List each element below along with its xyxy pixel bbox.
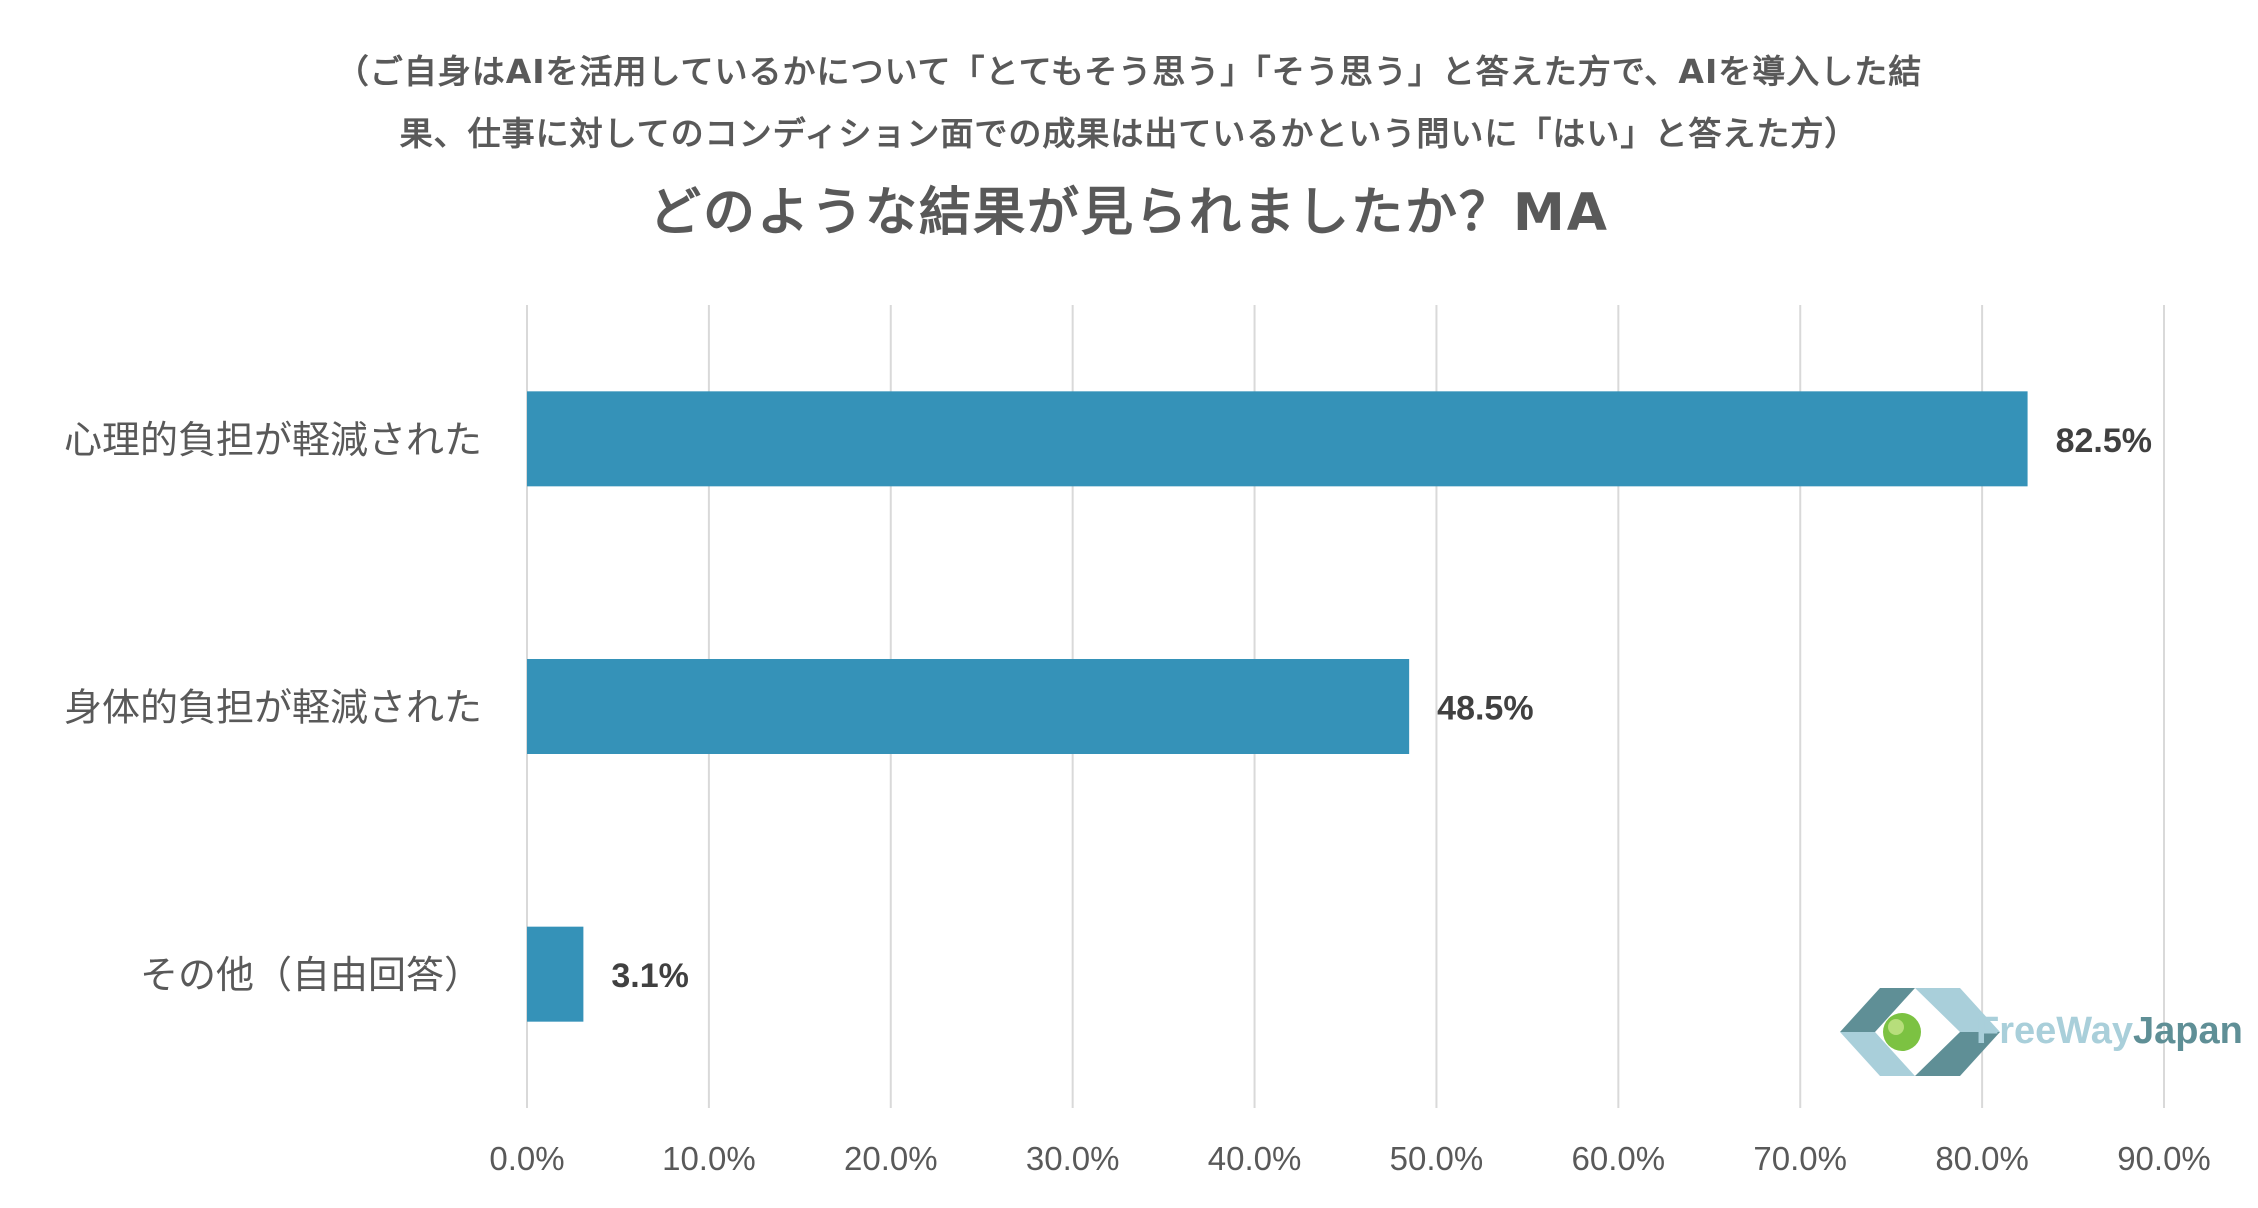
x-tick-label: 90.0% [2117,1140,2211,1177]
data-label: 3.1% [611,957,689,995]
chart-subtitle-line1: （ご自身はAIを活用しているかについて「とてもそう思う」「そう思う」と答えた方で… [335,52,1923,91]
bar [527,391,2028,487]
chart-subtitle-line2: 果、仕事に対してのコンディション面での成果は出ているかという問いに「はい」と答え… [399,114,1859,153]
x-tick-label: 20.0% [844,1140,938,1177]
x-tick-label: 30.0% [1026,1140,1120,1177]
x-tick-label: 80.0% [1935,1140,2029,1177]
bar [527,659,1410,754]
data-label: 82.5% [2056,422,2152,460]
x-tick-label: 0.0% [489,1140,564,1177]
data-label: 48.5% [1437,690,1533,728]
chart-title: どのような結果が見られましたか？MA [649,183,1609,243]
x-tick-label: 50.0% [1390,1140,1484,1177]
category-label: 身体的負担が軽減された [64,686,482,730]
x-tick-label: 10.0% [662,1140,756,1177]
bar [527,926,584,1022]
x-tick-label: 70.0% [1753,1140,1847,1177]
x-tick-label: 40.0% [1208,1140,1302,1177]
category-label: その他（自由回答） [140,953,482,997]
category-label: 心理的負担が軽減された [64,418,482,462]
logo-text: FreeWayJapan [1976,1010,2243,1053]
freewayjapan-logo-icon [1840,988,2000,1076]
logo-text-freeway: FreeWay [1976,1010,2133,1052]
x-tick-label: 60.0% [1572,1140,1666,1177]
logo-text-japan: Japan [2133,1010,2243,1052]
